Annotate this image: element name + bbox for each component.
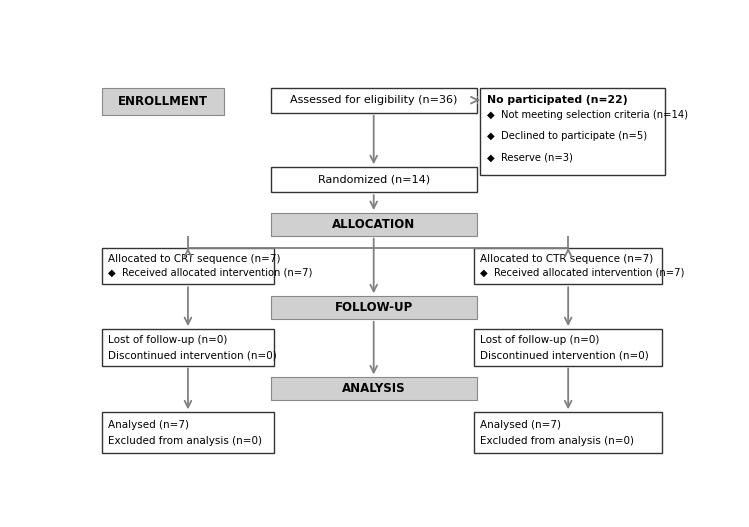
Text: Allocated to CRT sequence (n=7): Allocated to CRT sequence (n=7) [108,254,281,264]
Bar [270,377,476,400]
Bar [103,329,273,366]
Text: Excluded from analysis (n=0): Excluded from analysis (n=0) [479,436,634,446]
Text: Analysed (n=7): Analysed (n=7) [108,419,189,430]
Bar [270,296,476,319]
Text: ◆  Received allocated intervention (n=7): ◆ Received allocated intervention (n=7) [108,267,312,277]
Bar [103,87,224,115]
Text: FOLLOW-UP: FOLLOW-UP [335,301,413,314]
Text: Randomized (n=14): Randomized (n=14) [318,175,430,184]
Text: Excluded from analysis (n=0): Excluded from analysis (n=0) [108,436,262,446]
Text: ◆  Not meeting selection criteria (n=14): ◆ Not meeting selection criteria (n=14) [487,110,688,120]
Text: Analysed (n=7): Analysed (n=7) [479,419,561,430]
Text: ALLOCATION: ALLOCATION [332,218,416,231]
Text: Discontinued intervention (n=0): Discontinued intervention (n=0) [479,350,649,360]
Text: Lost of follow-up (n=0): Lost of follow-up (n=0) [479,335,599,345]
Text: No participated (n=22): No participated (n=22) [487,95,627,105]
Text: ANALYSIS: ANALYSIS [342,382,405,395]
Text: ◆  Reserve (n=3): ◆ Reserve (n=3) [487,152,572,162]
Bar [474,248,662,285]
Text: Assessed for eligibility (n=36): Assessed for eligibility (n=36) [290,95,458,105]
Bar [270,167,476,192]
Bar [103,412,273,453]
Text: Allocated to CTR sequence (n=7): Allocated to CTR sequence (n=7) [479,254,653,264]
Bar [474,412,662,453]
Bar [270,213,476,236]
Bar [479,87,665,175]
Text: ◆  Declined to participate (n=5): ◆ Declined to participate (n=5) [487,131,646,141]
Text: Discontinued intervention (n=0): Discontinued intervention (n=0) [108,350,277,360]
Text: Lost of follow-up (n=0): Lost of follow-up (n=0) [108,335,228,345]
Bar [270,87,476,113]
Bar [103,248,273,285]
Text: ENROLLMENT: ENROLLMENT [118,95,208,108]
Text: ◆  Received allocated intervention (n=7): ◆ Received allocated intervention (n=7) [479,267,684,277]
Bar [474,329,662,366]
